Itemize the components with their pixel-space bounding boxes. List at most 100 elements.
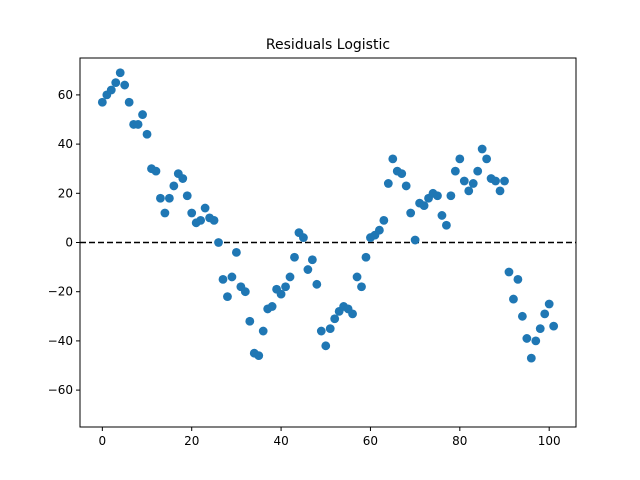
data-point: [509, 294, 518, 304]
y-tick-label: −40: [48, 334, 73, 348]
data-point: [316, 326, 326, 336]
data-point: [540, 309, 550, 319]
x-tick-label: 0: [99, 434, 107, 448]
data-point: [160, 208, 170, 218]
data-point: [455, 154, 465, 164]
data-point: [468, 179, 478, 188]
data-point: [379, 215, 389, 225]
data-point: [178, 174, 188, 183]
data-point: [325, 324, 335, 333]
chart-title: Residuals Logistic: [266, 37, 390, 53]
data-point: [433, 191, 442, 201]
data-point: [357, 282, 366, 292]
data-point: [388, 154, 398, 164]
data-point: [182, 191, 192, 201]
data-point: [437, 211, 447, 220]
data-point: [464, 186, 474, 196]
data-point: [473, 166, 483, 176]
data-point: [115, 68, 125, 78]
data-point: [500, 176, 509, 186]
data-point: [495, 186, 505, 196]
data-point: [383, 179, 393, 188]
y-tick-label: 40: [58, 137, 73, 151]
y-tick-label: 0: [65, 236, 73, 250]
data-point: [348, 309, 357, 319]
data-point: [97, 97, 107, 107]
data-point: [549, 321, 559, 331]
x-tick-label: 40: [273, 434, 288, 448]
data-point: [361, 252, 371, 262]
x-tick-label: 100: [538, 434, 561, 448]
data-point: [526, 353, 536, 363]
y-tick-label: 60: [58, 88, 73, 102]
data-point: [442, 220, 451, 230]
data-point: [227, 272, 237, 282]
data-point: [312, 279, 322, 289]
data-point: [231, 247, 241, 257]
x-tick-label: 60: [363, 434, 378, 448]
data-point: [544, 299, 554, 309]
data-point: [245, 316, 255, 326]
data-point: [401, 181, 411, 191]
data-point: [406, 208, 416, 218]
data-point: [531, 336, 541, 346]
data-point: [513, 275, 523, 284]
data-point: [138, 110, 147, 119]
y-tick-label: −20: [48, 285, 73, 299]
data-point: [477, 144, 487, 154]
x-axis: 0 20 40 60 80 100: [99, 427, 561, 448]
data-point: [267, 302, 277, 311]
data-point: [142, 129, 152, 139]
data-point: [200, 203, 210, 213]
data-point: [330, 314, 340, 324]
data-point: [124, 97, 134, 107]
y-tick-label: −60: [48, 383, 73, 397]
data-point: [187, 208, 197, 218]
y-tick-label: 20: [58, 186, 73, 200]
data-point: [120, 80, 130, 90]
data-point: [209, 215, 219, 225]
data-point: [321, 341, 331, 351]
data-point: [285, 272, 295, 282]
data-point: [517, 311, 527, 321]
data-point: [276, 289, 286, 299]
x-tick-label: 80: [452, 434, 467, 448]
data-point: [397, 169, 407, 179]
data-point: [299, 233, 308, 242]
data-point: [446, 191, 456, 201]
data-point: [133, 120, 143, 129]
data-point: [419, 201, 429, 211]
data-point: [254, 351, 264, 361]
data-point: [522, 334, 532, 343]
plot-frame: [79, 57, 577, 428]
data-point: [240, 287, 250, 297]
data-point: [196, 215, 206, 225]
data-point: [352, 272, 362, 282]
data-point: [482, 154, 492, 164]
data-point: [303, 265, 313, 274]
data-point: [410, 235, 420, 245]
data-point: [281, 282, 290, 292]
data-point: [307, 255, 317, 265]
data-point: [156, 193, 165, 203]
data-point: [491, 176, 500, 186]
data-point: [151, 166, 161, 176]
data-point: [374, 225, 384, 235]
data-point: [111, 78, 121, 87]
data-point: [535, 324, 545, 333]
data-point: [106, 85, 116, 95]
data-point: [164, 193, 174, 203]
data-point: [459, 176, 469, 186]
data-point: [450, 166, 460, 176]
data-points: [97, 68, 559, 363]
data-point: [169, 181, 179, 191]
x-tick-label: 20: [184, 434, 199, 448]
data-point: [218, 275, 228, 284]
data-point: [290, 252, 299, 262]
data-point: [214, 238, 223, 247]
y-axis: −60 −40 −20 0 20 40 60: [48, 88, 80, 397]
data-point: [504, 267, 514, 277]
data-point: [223, 292, 232, 302]
data-point: [258, 326, 268, 336]
